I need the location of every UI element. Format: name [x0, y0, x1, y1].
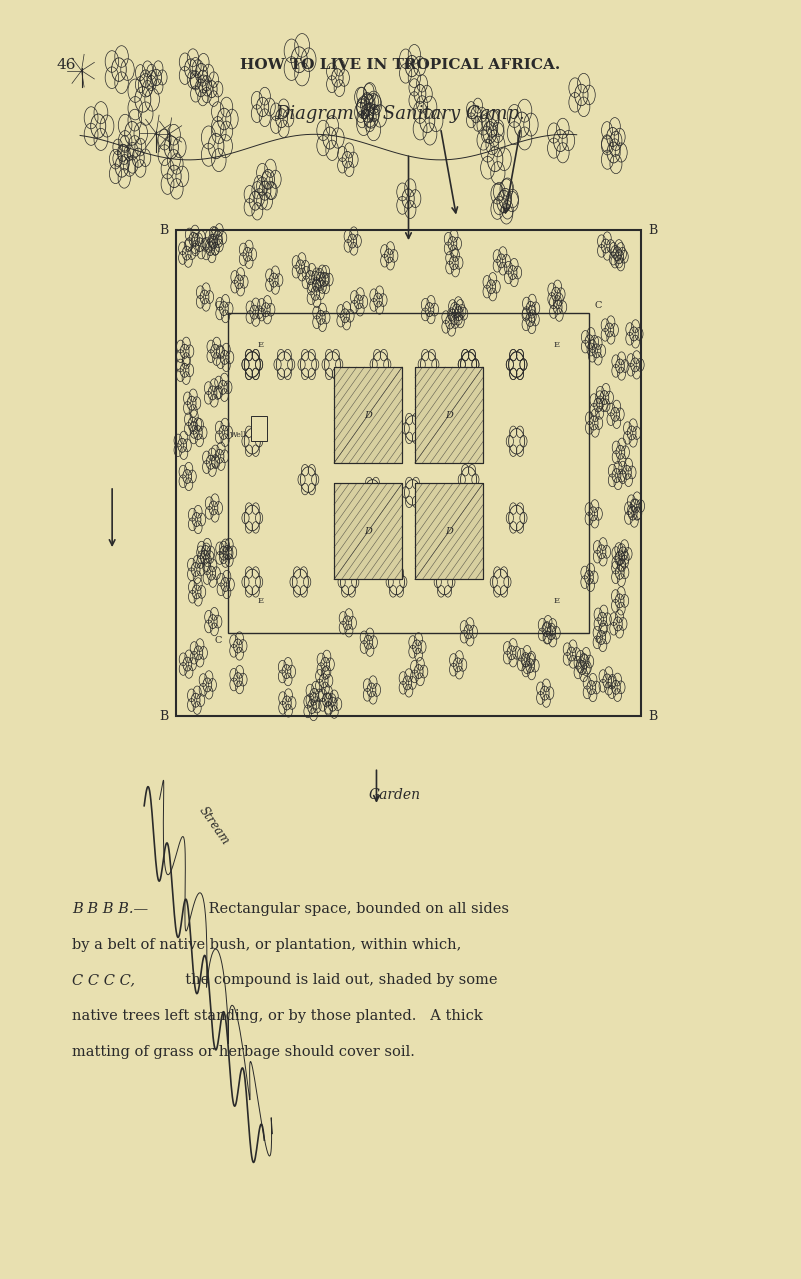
Text: HOW TO LIVE IN TROPICAL AFRICA.: HOW TO LIVE IN TROPICAL AFRICA. [240, 58, 561, 72]
Text: Garden: Garden [368, 788, 421, 802]
Text: E: E [257, 341, 264, 349]
Text: E: E [257, 597, 264, 605]
Bar [251, 416, 267, 441]
Text: by a belt of native bush, or plantation, within which,: by a belt of native bush, or plantation,… [72, 938, 461, 952]
Text: E: E [553, 597, 560, 605]
Text: C: C [594, 301, 602, 311]
Bar [415, 483, 483, 579]
Text: B: B [648, 710, 658, 723]
Text: B: B [159, 710, 169, 723]
Text: D: D [364, 411, 372, 420]
Text: Stream: Stream [196, 804, 231, 847]
Text: 46: 46 [56, 58, 75, 72]
Bar [176, 230, 641, 716]
Text: D: D [445, 527, 453, 536]
Bar [415, 367, 483, 463]
Text: Well: Well [230, 431, 247, 439]
Text: C: C [215, 301, 223, 311]
Text: the compound is laid out, shaded by some: the compound is laid out, shaded by some [176, 973, 497, 987]
Text: B B B B.—: B B B B.— [72, 902, 148, 916]
Text: B: B [159, 224, 169, 237]
Text: D: D [445, 411, 453, 420]
Bar [334, 367, 402, 463]
Text: Rectangular space, bounded on all sides: Rectangular space, bounded on all sides [204, 902, 509, 916]
Text: C: C [594, 636, 602, 646]
Text: D: D [364, 527, 372, 536]
Text: native trees left standing, or by those planted.   A thick: native trees left standing, or by those … [72, 1009, 483, 1023]
Text: matting of grass or herbage should cover soil.: matting of grass or herbage should cover… [72, 1045, 415, 1059]
Bar [334, 483, 402, 579]
Bar [228, 313, 589, 633]
Text: B: B [648, 224, 658, 237]
Bar [415, 367, 483, 463]
Bar [334, 483, 402, 579]
Text: E: E [553, 341, 560, 349]
Text: C: C [215, 636, 223, 646]
Bar [415, 483, 483, 579]
Bar [334, 367, 402, 463]
Text: Diagram of Sanitary Camp.: Diagram of Sanitary Camp. [276, 105, 525, 123]
Text: C C C C,: C C C C, [72, 973, 135, 987]
